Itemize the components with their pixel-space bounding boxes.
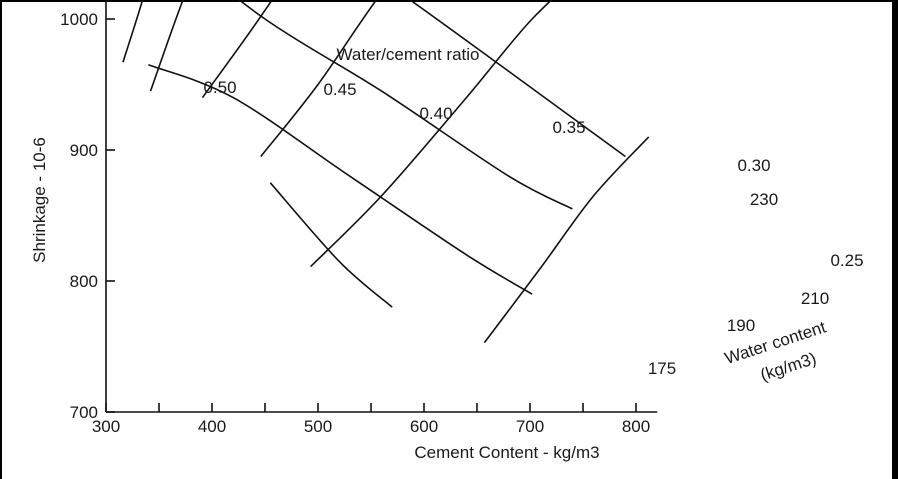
y-tick-label: 700 bbox=[70, 403, 98, 422]
x-tick-label: 500 bbox=[304, 417, 332, 436]
curve-label-175: 175 bbox=[648, 359, 676, 378]
curve-label-230: 230 bbox=[750, 190, 778, 209]
curve-unlabeled bbox=[269, 182, 393, 308]
y-tick-label: 900 bbox=[70, 141, 98, 160]
curve-water-cement-ratio-0-40 bbox=[201, 0, 274, 99]
curve-label-0-35: 0.35 bbox=[552, 118, 585, 137]
curve-water-cement-ratio-0-35 bbox=[260, 0, 378, 157]
x-tick-label: 300 bbox=[92, 417, 120, 436]
labels: 3004005006007008007008009001000110012000… bbox=[60, 10, 863, 436]
curve-label-0-50: 0.50 bbox=[203, 78, 236, 97]
curve-label-0-25: 0.25 bbox=[830, 251, 863, 270]
curve-water-cement-ratio-0-45 bbox=[149, 0, 184, 92]
curve-water-cement-ratio-0-50 bbox=[122, 0, 144, 63]
curve-label-0-40: 0.40 bbox=[419, 104, 452, 123]
curve-label-0-45: 0.45 bbox=[323, 80, 356, 99]
curve-label-0-30: 0.30 bbox=[737, 156, 770, 175]
curves bbox=[122, 0, 650, 344]
tick-marks bbox=[105, 18, 637, 413]
curve-water-cement-ratio-0-30 bbox=[310, 0, 553, 268]
curve-label-190: 190 bbox=[727, 316, 755, 335]
curve-water-content-210 bbox=[408, 0, 626, 158]
y-axis-title: Shrinkage - 10-6 bbox=[30, 137, 49, 263]
y-tick-label: 1000 bbox=[60, 10, 98, 29]
x-axis-title: Cement Content - kg/m3 bbox=[414, 443, 599, 462]
axes bbox=[105, 0, 658, 413]
x-tick-label: 400 bbox=[198, 417, 226, 436]
y-tick-label: 800 bbox=[70, 272, 98, 291]
curve-water-cement-ratio-0-25 bbox=[483, 136, 650, 344]
x-tick-label: 700 bbox=[516, 417, 544, 436]
curve-water-content-175 bbox=[148, 64, 533, 295]
x-tick-label: 600 bbox=[410, 417, 438, 436]
curve-water-content-190 bbox=[237, 0, 573, 210]
curve-label-210: 210 bbox=[801, 289, 829, 308]
water-cement-ratio-title: Water/cement ratio bbox=[337, 45, 480, 64]
x-tick-label: 800 bbox=[622, 417, 650, 436]
